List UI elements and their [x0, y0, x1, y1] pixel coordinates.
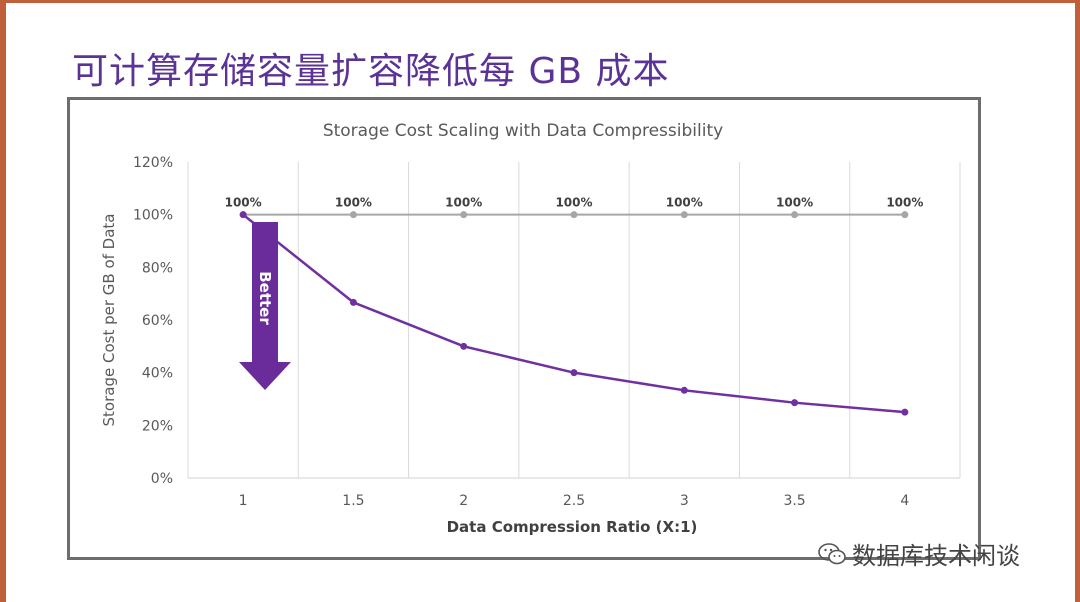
x-tick-layer: 1 1.5 2 2.5 3 3.5 4 — [239, 493, 910, 509]
wechat-icon — [818, 542, 846, 564]
x-tick-label: 2 — [459, 493, 468, 509]
better-annotation: Better — [239, 222, 291, 390]
x-axis-label: Data Compression Ratio (X:1) — [447, 518, 698, 536]
data-point — [570, 369, 578, 377]
series-line — [242, 213, 905, 414]
data-label: 100% — [666, 196, 703, 210]
y-tick-layer: 0% 20% 40% 60% 80% 100% 120% — [133, 155, 173, 487]
slide-top-edge — [0, 0, 1080, 3]
x-tick-label: 1 — [239, 493, 248, 509]
data-point — [901, 408, 909, 416]
x-tick-label: 3.5 — [783, 493, 805, 509]
chart-frame — [67, 97, 981, 560]
data-point — [791, 211, 799, 219]
better-label: Better — [256, 271, 274, 325]
data-label: 100% — [555, 196, 592, 210]
data-label-layer: 100% 100% 100% 100% 100% 100% 100% — [225, 196, 924, 210]
data-point — [349, 211, 357, 219]
y-tick-label: 0% — [151, 471, 173, 487]
series-layer — [239, 211, 909, 416]
chart-title: Storage Cost Scaling with Data Compressi… — [323, 121, 723, 141]
watermark-text: 数据库技术闲谈 — [852, 542, 1020, 570]
y-tick-label: 80% — [142, 260, 173, 276]
data-label: 100% — [225, 196, 262, 210]
data-label: 100% — [776, 196, 813, 210]
watermark: 数据库技术闲谈 — [818, 536, 1020, 571]
data-point — [570, 211, 578, 219]
data-point — [791, 399, 799, 407]
data-point — [349, 298, 357, 306]
y-tick-label: 100% — [133, 208, 173, 224]
y-axis-label: Storage Cost per GB of Data — [100, 214, 118, 427]
data-label: 100% — [445, 196, 482, 210]
down-arrow-icon — [239, 222, 291, 390]
y-tick-label: 20% — [142, 418, 173, 434]
y-tick-label: 120% — [133, 155, 173, 171]
data-point — [901, 211, 909, 219]
slide-right-edge — [1075, 0, 1080, 602]
data-label: 100% — [335, 196, 372, 210]
slide-title: 可计算存储容量扩容降低每 GB 成本 — [72, 51, 670, 92]
x-tick-label: 2.5 — [563, 493, 585, 509]
y-tick-label: 40% — [142, 366, 173, 382]
slide-left-edge — [0, 0, 6, 602]
data-point — [460, 342, 468, 350]
data-point — [460, 211, 468, 219]
data-label: 100% — [886, 196, 923, 210]
data-point — [680, 386, 688, 394]
data-point — [239, 211, 247, 219]
y-tick-label: 60% — [142, 313, 173, 329]
data-point — [680, 211, 688, 219]
x-tick-label: 1.5 — [342, 493, 364, 509]
x-tick-label: 4 — [900, 493, 909, 509]
x-tick-label: 3 — [680, 493, 689, 509]
